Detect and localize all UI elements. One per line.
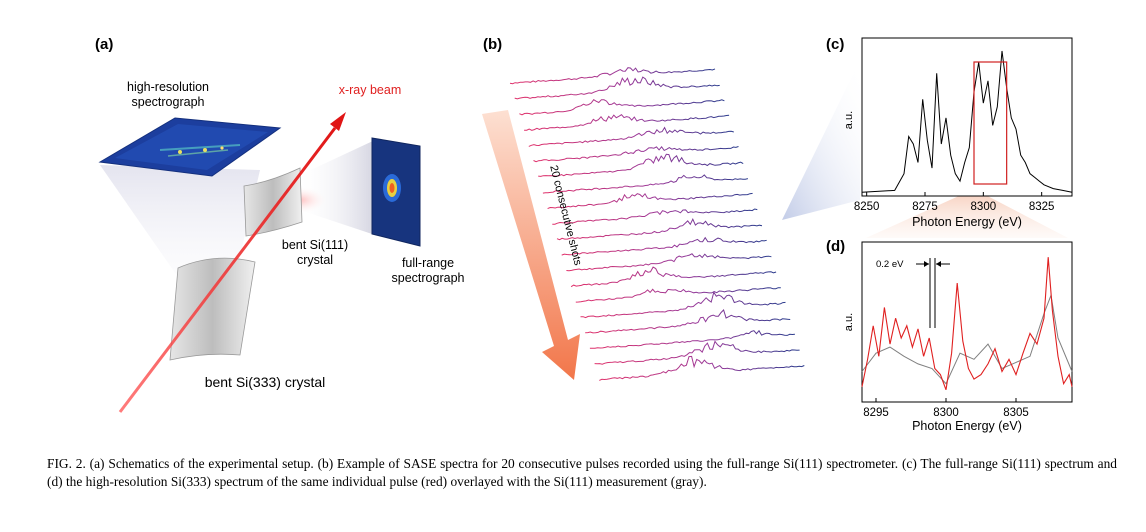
- figure: (a) (b) (c) (d): [95, 36, 1073, 433]
- shot-spectrum-line: [552, 208, 758, 225]
- shots-arrow: [482, 110, 580, 380]
- panel-label-a: (a): [95, 36, 114, 53]
- x-tick-label: 8300: [971, 201, 997, 213]
- fr-spectrograph-label: full-range spectrograph: [391, 256, 465, 285]
- chart-c-ylabel: a.u.: [843, 111, 855, 129]
- xray-beam-arrowhead: [330, 112, 346, 131]
- wedge-to-d: [866, 190, 1068, 238]
- setup-schematic: [98, 112, 421, 413]
- chart-c-series-line: [861, 50, 1073, 193]
- shot-spectrum-line: [589, 329, 795, 349]
- shot-spectrum-line: [580, 291, 786, 319]
- shot-spectrum-line: [514, 76, 720, 100]
- chart-c-xlabel: Photon Energy (eV): [912, 215, 1022, 229]
- shot-spectrum-line: [561, 236, 767, 256]
- si333-label: bent Si(333) crystal: [204, 374, 326, 390]
- chart-d-annotation: 0.2 eV: [876, 259, 904, 270]
- shot-spectrum-line: [528, 126, 734, 147]
- chart-d-resolution-marker: [916, 258, 950, 328]
- shot-spectrum-line: [585, 309, 791, 334]
- shot-spectrum-line: [547, 192, 753, 210]
- x-tick-label: 8325: [1029, 201, 1055, 213]
- si111-label: bent Si(111) crystal: [281, 238, 349, 267]
- hr-detector-image: [98, 117, 282, 177]
- shot-spectrum-line: [519, 99, 725, 116]
- zoom-connector-d: [866, 190, 1068, 238]
- x-tick-label: 8250: [854, 201, 880, 213]
- spectra-stack: [482, 67, 805, 381]
- hr-spectrograph-label: high-resolution spectrograph: [127, 80, 209, 109]
- chart-c: 8250 8275 8300 8325 a.u. Photon Energy (eV): [843, 37, 1073, 229]
- chart-d-series-gray: [861, 293, 1073, 385]
- xray-beam-label: x-ray beam: [338, 83, 402, 97]
- x-tick-label: 8295: [863, 407, 889, 419]
- shot-lines: [509, 67, 805, 381]
- panel-label-b: (b): [483, 36, 503, 53]
- chart-d-ylabel: a.u.: [843, 313, 855, 331]
- shot-spectrum-line: [570, 266, 777, 288]
- si111-crystal: [243, 167, 303, 237]
- chart-c-zoom-window: [973, 61, 1008, 185]
- fr-detector-image: [371, 137, 421, 247]
- shot-spectrum-line: [538, 153, 744, 177]
- zoom-connectors: [782, 60, 860, 220]
- shot-spectrum-line: [524, 114, 730, 131]
- diffraction-cone-hr: [100, 165, 260, 280]
- diffraction-cone-fr: [300, 140, 375, 235]
- shot-spectrum-line: [575, 287, 781, 303]
- x-tick-label: 8305: [1003, 407, 1029, 419]
- shot-spectrum-line: [566, 253, 772, 272]
- shot-spectrum-line: [594, 340, 800, 365]
- shot-spectrum-line: [599, 355, 805, 381]
- panel-label-d: (d): [826, 238, 846, 255]
- shot-spectrum-line: [509, 67, 716, 85]
- wedge-to-c: [782, 60, 860, 220]
- x-tick-label: 8300: [933, 407, 959, 419]
- xray-beam: [118, 127, 337, 413]
- x-tick-label: 8275: [912, 201, 938, 213]
- si333-crystal: [169, 257, 256, 361]
- chart-d-series-red: [861, 257, 1073, 390]
- figure-caption: FIG. 2. (a) Schematics of the experiment…: [47, 456, 1117, 489]
- chart-c-frame: [861, 37, 1073, 197]
- shot-spectrum-line: [542, 174, 749, 194]
- chart-d: 8295 8300 8305 0.2 eV a.u. Photon Energy (…: [843, 241, 1073, 433]
- shot-spectrum-line: [533, 145, 739, 163]
- panel-label-c: (c): [826, 36, 845, 53]
- shot-spectrum-line: [556, 218, 763, 241]
- chart-d-xlabel: Photon Energy (eV): [912, 419, 1022, 433]
